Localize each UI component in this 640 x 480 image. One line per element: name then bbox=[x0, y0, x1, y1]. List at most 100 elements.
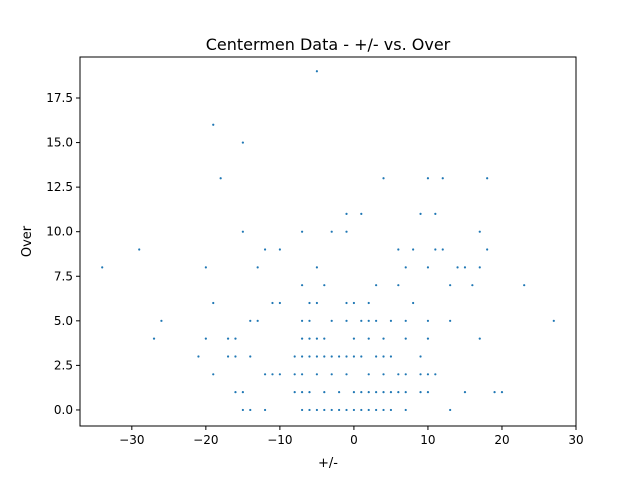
data-point bbox=[375, 284, 378, 287]
data-point bbox=[434, 248, 437, 251]
data-point bbox=[330, 319, 333, 322]
x-tick-label: 10 bbox=[420, 433, 435, 447]
data-point bbox=[330, 408, 333, 412]
data-point bbox=[241, 408, 244, 412]
data-point bbox=[382, 408, 385, 412]
data-point bbox=[434, 373, 437, 376]
data-point bbox=[441, 177, 444, 180]
data-point bbox=[426, 266, 430, 269]
data-point bbox=[212, 123, 215, 126]
data-point bbox=[397, 391, 400, 394]
data-point bbox=[323, 337, 326, 340]
data-point bbox=[389, 355, 393, 358]
ticks-layer: −30 −20 −10 0 10 20 30 0.0 2.5 5.0 7.5 10.0 12.5 15.0… bbox=[46, 91, 583, 447]
data-point bbox=[256, 266, 259, 269]
data-point bbox=[360, 408, 363, 412]
data-point bbox=[300, 337, 304, 340]
data-point bbox=[300, 319, 304, 322]
data-point bbox=[404, 319, 407, 322]
data-point bbox=[330, 373, 333, 376]
data-point bbox=[404, 373, 407, 376]
data-point bbox=[412, 248, 415, 251]
data-point bbox=[308, 319, 311, 322]
data-point bbox=[367, 408, 370, 412]
data-point bbox=[226, 355, 230, 358]
x-tick-label: −10 bbox=[267, 433, 292, 447]
data-point bbox=[352, 355, 356, 358]
data-point bbox=[352, 301, 356, 305]
y-tick-label: 2.5 bbox=[54, 358, 73, 372]
plot-frame bbox=[79, 56, 577, 427]
data-point bbox=[360, 319, 363, 322]
data-point bbox=[367, 301, 370, 305]
points-layer bbox=[101, 70, 555, 412]
y-tick-label: 15.0 bbox=[46, 136, 73, 150]
y-tick-label: 17.5 bbox=[46, 91, 73, 105]
data-point bbox=[375, 408, 378, 412]
data-point bbox=[426, 391, 430, 394]
data-point bbox=[315, 373, 318, 376]
data-point bbox=[241, 391, 244, 394]
data-point bbox=[263, 373, 267, 376]
data-point bbox=[300, 373, 304, 376]
data-point bbox=[249, 319, 252, 322]
data-point bbox=[375, 391, 378, 394]
data-point bbox=[249, 355, 252, 358]
data-point bbox=[330, 355, 333, 358]
data-point bbox=[360, 355, 363, 358]
data-point bbox=[500, 391, 504, 394]
y-tick-label: 10.0 bbox=[46, 225, 73, 239]
data-point bbox=[389, 319, 393, 322]
data-point bbox=[256, 319, 259, 322]
data-point bbox=[278, 301, 281, 305]
y-tick-label: 12.5 bbox=[46, 180, 73, 194]
data-point bbox=[352, 391, 356, 394]
data-point bbox=[404, 266, 407, 269]
data-point bbox=[478, 266, 481, 269]
data-point bbox=[345, 230, 348, 233]
data-point bbox=[449, 408, 452, 412]
data-point bbox=[345, 373, 348, 376]
data-point bbox=[367, 373, 370, 376]
chart-title: Centermen Data - +/- vs. Over bbox=[206, 35, 451, 54]
x-tick-label: 0 bbox=[350, 433, 358, 447]
data-point bbox=[471, 284, 474, 287]
data-point bbox=[330, 230, 333, 233]
data-point bbox=[197, 355, 200, 358]
data-point bbox=[419, 391, 422, 394]
data-point bbox=[426, 177, 430, 180]
data-point bbox=[486, 248, 489, 251]
data-point bbox=[249, 408, 252, 412]
data-point bbox=[323, 391, 326, 394]
data-point bbox=[382, 177, 385, 180]
data-point bbox=[449, 284, 452, 287]
data-point bbox=[300, 284, 304, 287]
data-point bbox=[263, 408, 267, 412]
data-point bbox=[219, 177, 222, 180]
data-point bbox=[293, 355, 296, 358]
data-point bbox=[419, 373, 422, 376]
data-point bbox=[382, 355, 385, 358]
data-point bbox=[375, 319, 378, 322]
data-point bbox=[293, 373, 296, 376]
data-point bbox=[486, 177, 489, 180]
data-point bbox=[323, 355, 326, 358]
data-point bbox=[441, 248, 444, 251]
x-tick-label: 20 bbox=[494, 433, 509, 447]
y-axis-label: Over bbox=[20, 225, 35, 257]
data-point bbox=[234, 355, 237, 358]
x-tick-label: −20 bbox=[193, 433, 218, 447]
data-point bbox=[271, 301, 274, 305]
data-point bbox=[315, 266, 318, 269]
data-point bbox=[367, 391, 370, 394]
x-axis-label: +/- bbox=[318, 456, 338, 471]
data-point bbox=[404, 337, 407, 340]
data-point bbox=[152, 337, 156, 340]
data-point bbox=[382, 391, 385, 394]
data-point bbox=[101, 266, 104, 269]
data-point bbox=[345, 301, 348, 305]
data-point bbox=[345, 355, 348, 358]
